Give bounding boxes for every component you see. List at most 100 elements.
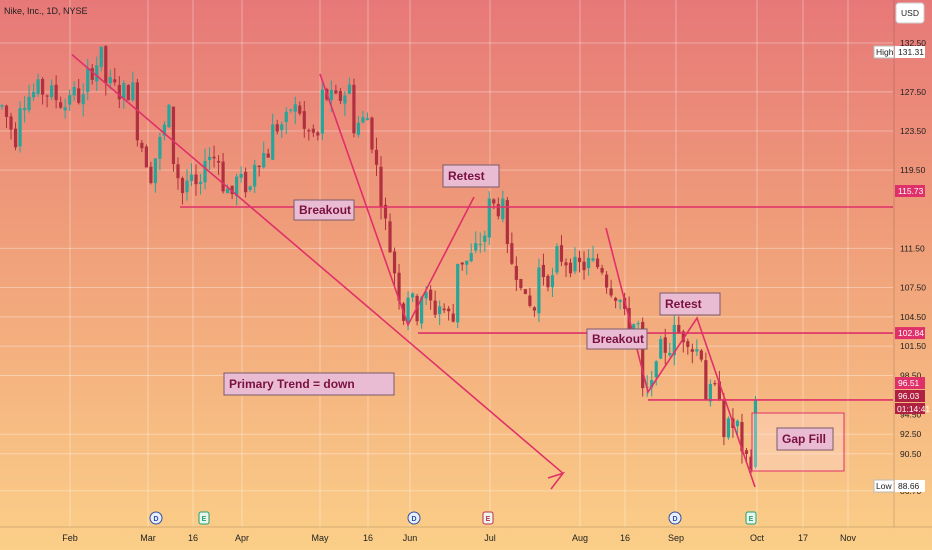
support-tag-value: 102.84 (898, 328, 924, 338)
candle-body (329, 90, 333, 101)
dividend-marker[interactable]: D (407, 511, 421, 525)
last-price-tag: 96.03 (895, 390, 925, 402)
countdown-label: 01:14:41 (897, 404, 930, 414)
last-price-tag-value: 96.03 (898, 391, 920, 401)
candle-body (316, 132, 320, 136)
candle-body (541, 264, 546, 278)
candle-body (749, 456, 753, 470)
candle-body (104, 46, 108, 83)
candle-body (216, 160, 221, 163)
candle-body (275, 124, 279, 132)
candle-body (609, 288, 613, 296)
candle-body (31, 91, 36, 98)
candle-body (442, 308, 446, 311)
candle-body (591, 258, 595, 261)
price-axis[interactable]: 132.50 127.50 123.50 119.50 111.50 107.50 104.… (873, 0, 930, 527)
primary-trend-label-text: Primary Trend = down (229, 377, 355, 391)
candle-body (447, 308, 451, 312)
dividend-marker[interactable]: D (149, 511, 163, 525)
candle-body (248, 186, 252, 190)
candle-body (740, 421, 744, 452)
high-tag-value: 131.31 (898, 47, 924, 57)
time-tick-label: Oct (750, 533, 765, 543)
high-tag-label: High (876, 47, 894, 57)
prev-close-tag: 96.51 (895, 377, 925, 389)
high-tag-bg (895, 46, 925, 58)
candle-body (424, 292, 428, 299)
candle-body (433, 300, 437, 315)
candle-body (397, 272, 401, 301)
high-tag: 131.31 High (873, 45, 925, 59)
retest-label-2-text: Retest (665, 297, 702, 311)
candle-body (487, 198, 491, 238)
candle-body (559, 245, 564, 262)
candle-body (595, 258, 600, 268)
candle-body (374, 149, 379, 165)
candle-body (54, 84, 58, 101)
candle-body (4, 105, 9, 117)
candle-body (514, 265, 518, 280)
chart-grid (0, 0, 893, 527)
dividend-marker[interactable]: D (668, 511, 682, 525)
candle-body (180, 178, 185, 194)
breakout-label-text: Breakout (299, 203, 351, 217)
last-price-tag-bg (895, 390, 925, 402)
candle-body (456, 263, 460, 323)
time-tick-label: Mar (140, 533, 156, 543)
high-tag-label-bg (873, 45, 895, 59)
candle-body (722, 400, 726, 438)
candle-body (334, 90, 338, 94)
marker-circle (668, 511, 682, 525)
earnings-marker[interactable]: E (482, 511, 494, 525)
candle-body (410, 293, 415, 298)
candle-body (717, 381, 721, 400)
earnings-marker[interactable]: E (198, 511, 210, 525)
candle-body (677, 324, 681, 333)
candle-body (501, 198, 505, 220)
currency-button[interactable]: USD (895, 2, 925, 24)
retest-label: Retest (442, 164, 500, 188)
time-axis[interactable]: Feb Mar 16 Apr May 16 Jun Jul Aug 16 Sep Oct 17 Nov D E… (0, 511, 932, 543)
candle-body (641, 321, 645, 389)
candle-body (207, 156, 212, 161)
candle-body (672, 324, 676, 356)
candle-body (9, 116, 13, 130)
time-tick-label: Nov (840, 533, 857, 543)
candle-body (45, 95, 49, 97)
countdown-bg (895, 403, 925, 414)
time-tick-label: Jul (484, 533, 496, 543)
candle-body (438, 306, 442, 315)
candle-body (108, 77, 112, 84)
candle-body (18, 108, 22, 147)
prev-close-tag-value: 96.51 (898, 378, 920, 388)
candle-body (347, 84, 352, 94)
support-tag: 102.84 (895, 327, 925, 340)
candle-body (483, 235, 487, 242)
candle-body (189, 174, 194, 181)
resistance-tag: 115.73 (895, 185, 925, 197)
candle-body (311, 128, 315, 133)
time-tick-label: Aug (572, 533, 588, 543)
earnings-marker[interactable]: E (745, 511, 757, 525)
candle-body (370, 117, 374, 150)
low-tag-bg (895, 480, 925, 492)
candle-body (388, 221, 392, 253)
candle-body (77, 88, 81, 103)
time-tick-label: May (311, 533, 329, 543)
candle-body (280, 124, 284, 131)
candle-body (451, 313, 455, 322)
price-tick-label: 107.50 (900, 283, 926, 293)
candle-body (212, 156, 216, 159)
price-tick-label: 104.50 (900, 312, 926, 322)
candle-body (253, 164, 257, 187)
candle-body (699, 350, 703, 360)
symbol-title: Nike, Inc., 1D, NYSE (4, 6, 88, 16)
candle-body (203, 160, 207, 183)
price-tick-label: 101.50 (900, 341, 926, 351)
candle-body (492, 199, 496, 204)
candle-body (162, 124, 167, 136)
candle-body (654, 361, 658, 378)
prev-close-tag-bg (895, 377, 925, 389)
